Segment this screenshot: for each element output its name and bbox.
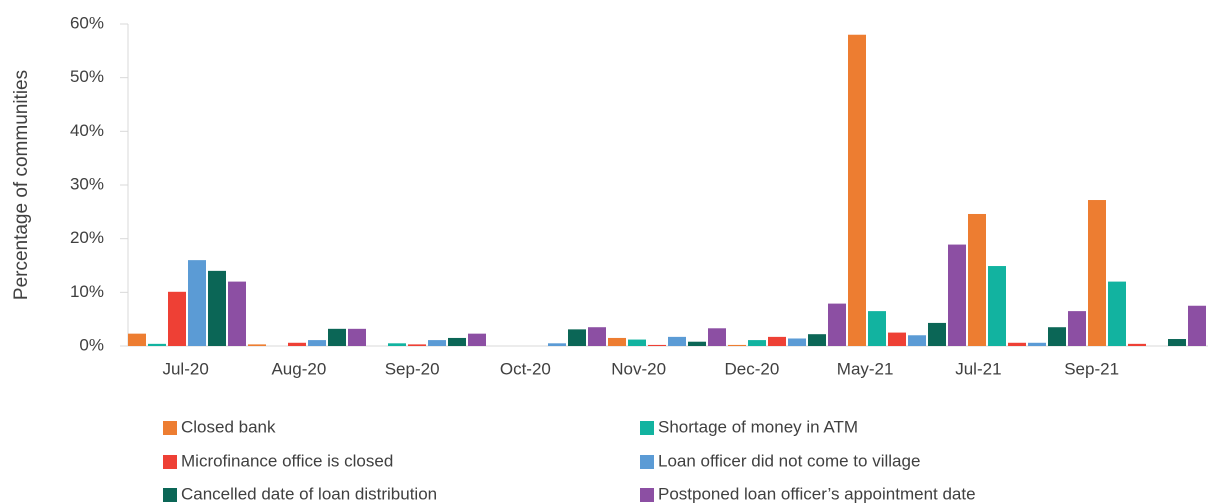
bar (1048, 327, 1066, 346)
bar (308, 340, 326, 346)
bar (668, 336, 686, 346)
bar (428, 340, 446, 346)
x-tick-label: Jul-20 (162, 359, 208, 378)
y-tick-label: 10% (70, 282, 104, 301)
x-tick-label: Oct-20 (500, 359, 551, 378)
bar (568, 329, 586, 346)
bar (708, 328, 726, 346)
y-tick-label: 0% (79, 335, 104, 354)
bar (888, 332, 906, 346)
bar (188, 260, 206, 346)
bar (688, 341, 706, 346)
legend-label: Loan officer did not come to village (658, 451, 920, 470)
x-tick-label: Jul-21 (955, 359, 1001, 378)
bar (1008, 342, 1026, 346)
x-tick-label: Sep-21 (1064, 359, 1119, 378)
bar (748, 340, 766, 346)
bar (828, 303, 846, 346)
legend-label: Microfinance office is closed (181, 451, 393, 470)
bar (1188, 305, 1206, 346)
bar (908, 335, 926, 346)
legend-swatch (640, 488, 654, 502)
legend-swatch (640, 421, 654, 435)
legend-swatch (163, 455, 177, 469)
bar (628, 339, 646, 346)
bar (868, 311, 886, 346)
bar (128, 333, 146, 346)
y-tick-label: 20% (70, 228, 104, 247)
bar (468, 333, 486, 346)
y-tick-label: 60% (70, 13, 104, 32)
y-tick-label: 40% (70, 121, 104, 140)
bar (928, 322, 946, 346)
legend-label: Closed bank (181, 417, 276, 436)
bar (1028, 342, 1046, 346)
x-tick-label: Dec-20 (724, 359, 779, 378)
bar (968, 213, 986, 346)
bar (208, 270, 226, 346)
bar (588, 327, 606, 346)
x-tick-label: Nov-20 (611, 359, 666, 378)
bar (388, 343, 406, 346)
bar (808, 334, 826, 346)
bar (948, 244, 966, 346)
legend-swatch (640, 455, 654, 469)
bar (448, 337, 466, 346)
bar (768, 336, 786, 346)
bar (608, 337, 626, 346)
x-tick-label: Aug-20 (271, 359, 326, 378)
x-tick-label: May-21 (837, 359, 894, 378)
x-tick-label: Sep-20 (385, 359, 440, 378)
bar (1168, 339, 1186, 346)
legend-label: Cancelled date of loan distribution (181, 484, 437, 503)
bar (1108, 281, 1126, 346)
bar (148, 343, 166, 346)
legend-swatch (163, 421, 177, 435)
bar (288, 342, 306, 346)
bar (228, 281, 246, 346)
y-tick-label: 50% (70, 67, 104, 86)
bar (728, 344, 746, 346)
bar (548, 343, 566, 346)
y-tick-label: 30% (70, 174, 104, 193)
bar (168, 291, 186, 346)
legend-swatch (163, 488, 177, 502)
bar (328, 328, 346, 346)
bar (648, 344, 666, 346)
bar (248, 344, 266, 346)
bar (848, 34, 866, 346)
bar (988, 266, 1006, 346)
y-axis-label: Percentage of communities (11, 70, 32, 300)
bar (408, 344, 426, 346)
bar (348, 328, 366, 346)
bar (1088, 200, 1106, 346)
bar (788, 338, 806, 346)
legend-label: Postponed loan officer’s appointment dat… (658, 484, 976, 503)
legend-label: Shortage of money in ATM (658, 417, 858, 436)
bar (1068, 311, 1086, 346)
bar (1128, 343, 1146, 346)
